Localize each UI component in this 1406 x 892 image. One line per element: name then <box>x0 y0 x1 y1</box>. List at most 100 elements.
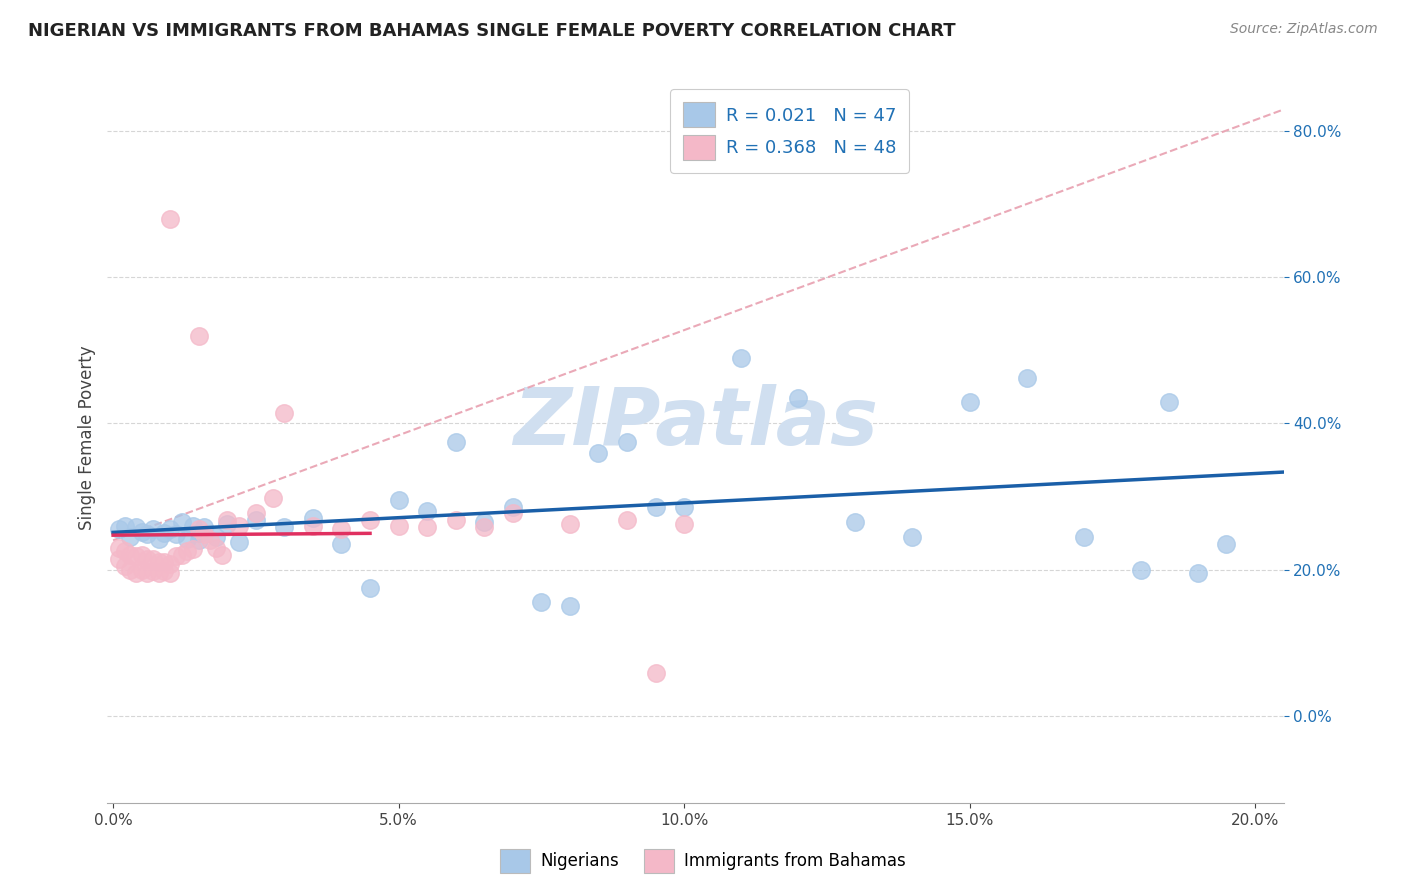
Point <box>387 493 409 508</box>
Point <box>616 513 638 527</box>
Point <box>187 526 209 541</box>
Point <box>273 520 295 534</box>
Point <box>120 548 142 562</box>
Point <box>444 513 467 527</box>
Point <box>302 518 325 533</box>
Point <box>502 500 524 515</box>
Point <box>245 506 267 520</box>
Point <box>159 566 181 581</box>
Point <box>558 599 581 613</box>
Point <box>558 517 581 532</box>
Point <box>107 522 129 536</box>
Legend: R = 0.021   N = 47, R = 0.368   N = 48: R = 0.021 N = 47, R = 0.368 N = 48 <box>671 89 910 173</box>
Point <box>170 548 193 562</box>
Point <box>125 549 148 564</box>
Point <box>472 520 495 534</box>
Point <box>644 666 666 681</box>
Text: ZIPatlas: ZIPatlas <box>513 384 877 462</box>
Point <box>330 522 353 536</box>
Legend: Nigerians, Immigrants from Bahamas: Nigerians, Immigrants from Bahamas <box>494 842 912 880</box>
Text: Source: ZipAtlas.com: Source: ZipAtlas.com <box>1230 22 1378 37</box>
Point <box>148 555 170 569</box>
Point <box>730 351 752 365</box>
Point <box>359 581 381 595</box>
Point <box>193 527 215 541</box>
Point <box>330 537 353 551</box>
Point <box>136 527 159 541</box>
Point <box>187 329 209 343</box>
Point <box>114 558 136 573</box>
Point <box>273 405 295 419</box>
Point <box>159 522 181 536</box>
Point <box>136 551 159 566</box>
Point <box>136 566 159 581</box>
Point <box>114 544 136 558</box>
Point <box>107 541 129 555</box>
Point <box>416 504 439 518</box>
Point <box>1129 562 1152 576</box>
Point <box>165 527 187 541</box>
Point <box>193 520 215 534</box>
Point <box>228 518 250 533</box>
Point <box>359 513 381 527</box>
Point <box>142 551 165 566</box>
Point <box>148 566 170 581</box>
Point <box>205 541 228 555</box>
Point <box>387 518 409 533</box>
Point <box>262 491 284 505</box>
Point <box>416 520 439 534</box>
Point <box>153 564 176 578</box>
Point <box>502 506 524 520</box>
Point <box>131 524 153 539</box>
Point <box>165 549 187 564</box>
Point <box>131 562 153 576</box>
Point <box>131 548 153 562</box>
Point <box>217 517 239 532</box>
Point <box>125 520 148 534</box>
Point <box>1187 566 1209 581</box>
Point <box>644 500 666 515</box>
Point <box>205 530 228 544</box>
Point <box>901 530 924 544</box>
Point <box>176 532 198 546</box>
Point <box>673 500 696 515</box>
Point <box>211 548 233 562</box>
Point <box>844 515 866 529</box>
Point <box>142 564 165 578</box>
Point <box>959 394 981 409</box>
Point <box>588 446 610 460</box>
Point <box>302 511 325 525</box>
Point <box>153 555 176 569</box>
Point <box>159 557 181 571</box>
Point <box>1015 371 1038 385</box>
Point <box>187 522 209 536</box>
Point <box>616 434 638 449</box>
Point <box>472 515 495 529</box>
Point <box>125 566 148 581</box>
Y-axis label: Single Female Poverty: Single Female Poverty <box>79 346 96 531</box>
Point <box>1215 537 1237 551</box>
Point <box>159 212 181 227</box>
Point <box>530 595 553 609</box>
Point <box>444 434 467 449</box>
Point <box>114 518 136 533</box>
Text: NIGERIAN VS IMMIGRANTS FROM BAHAMAS SINGLE FEMALE POVERTY CORRELATION CHART: NIGERIAN VS IMMIGRANTS FROM BAHAMAS SING… <box>28 22 956 40</box>
Point <box>673 517 696 532</box>
Point <box>148 532 170 546</box>
Point <box>1159 394 1181 409</box>
Point <box>120 530 142 544</box>
Point <box>107 551 129 566</box>
Point <box>120 562 142 576</box>
Point <box>170 515 193 529</box>
Point <box>176 544 198 558</box>
Point <box>787 391 810 405</box>
Point <box>181 542 204 557</box>
Point <box>245 513 267 527</box>
Point <box>187 533 209 548</box>
Point <box>198 533 221 548</box>
Point <box>142 522 165 536</box>
Point <box>181 518 204 533</box>
Point <box>1073 530 1095 544</box>
Point <box>153 526 176 541</box>
Point <box>228 534 250 549</box>
